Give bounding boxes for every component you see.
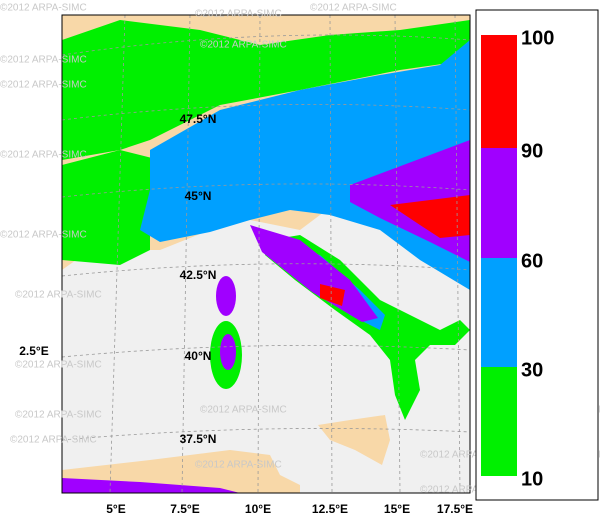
precip-purple [250, 225, 378, 322]
legend-label: 100 [521, 27, 554, 49]
watermark: ©2012 ARPA-SIMC [15, 290, 102, 301]
watermark: ©2012 ARPA-SIMC [0, 80, 87, 91]
legend-label: 60 [521, 250, 543, 272]
lon-label: 17.5°E [437, 502, 473, 516]
legend-band [481, 35, 517, 148]
watermark: ©2012 ARPA-SIMC [0, 55, 87, 66]
watermark: ©2012 ARPA-SIMC [15, 410, 102, 421]
watermark: ©2012 ARPA-SIMC [195, 460, 282, 471]
precip-blue [140, 40, 470, 290]
legend-label: 90 [521, 140, 543, 162]
lat-label: 45°N [185, 189, 212, 203]
side-label: 2.5°E [19, 344, 48, 358]
corsica [216, 276, 236, 316]
legend-band [481, 258, 517, 367]
precip-green [62, 20, 470, 160]
legend-label: 30 [521, 359, 543, 381]
precip-purple [62, 478, 240, 493]
lon-label: 12.5°E [312, 502, 348, 516]
watermark: ©2012 ARPA-SIMC [420, 450, 507, 461]
legend: 10 30 60 90 100 [475, 9, 599, 501]
lat-label: 42.5°N [180, 268, 217, 282]
precip-green [62, 150, 160, 265]
watermark: ©2012 ARPA-SIMC [0, 150, 87, 161]
lat-label: 47.5°N [180, 112, 217, 126]
precip-red [390, 195, 470, 238]
lon-label: 5°E [106, 502, 125, 516]
lon-label: 7.5°E [170, 502, 199, 516]
sardinia-core [220, 334, 236, 370]
sicily [318, 415, 390, 465]
labels: ©2012 ARPA-SIMC ©2012 ARPA-SIMC ©2012 ARPA… [0, 3, 600, 517]
watermark: ©2012 ARPA-SIMC [420, 485, 507, 496]
lat-label: 40°N [185, 349, 212, 363]
watermark: ©2012 ARPA-SIMC [15, 360, 102, 371]
legend-band [481, 148, 517, 258]
lon-label: 15°E [384, 502, 410, 516]
legend-band [481, 367, 517, 476]
map [61, 14, 471, 494]
watermark: ©2012 ARPA-SIMC [10, 435, 97, 446]
lat-label: 37.5°N [180, 432, 217, 446]
legend-label: 10 [521, 468, 543, 490]
watermark: ©2012 ARPA-SIMC [0, 230, 87, 241]
precip-red [320, 284, 345, 306]
graticule [62, 15, 470, 493]
watermark: ©2012 ARPA-SIMC [200, 40, 287, 51]
map-frame [61, 14, 471, 494]
watermark: ©2012 ARPA-SIMC [195, 9, 282, 20]
watermark: ©2012 ARPA-SIMC [0, 3, 87, 14]
lon-label: 10°E [245, 502, 271, 516]
watermark: ©2012 ARPA-SIMC [200, 405, 287, 416]
watermark: ©2012 ARPA-SIMC [310, 3, 397, 14]
